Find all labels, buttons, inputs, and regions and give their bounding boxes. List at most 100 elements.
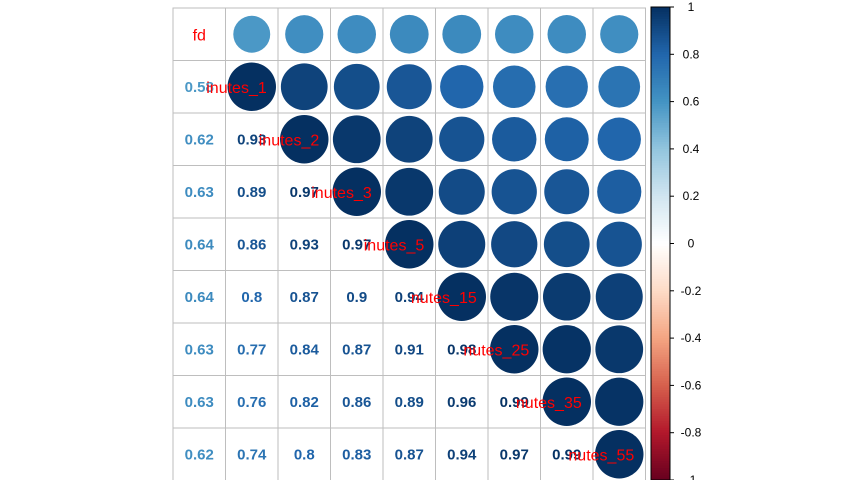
colorbar-tick-label: 0.6 [683, 95, 700, 109]
colorbar-step [651, 418, 670, 422]
colorbar-step [651, 314, 670, 318]
colorbar-step [651, 113, 670, 117]
corr-circle [491, 169, 537, 215]
colorbar-step [651, 468, 670, 472]
colorbar-step [651, 186, 670, 190]
grid-cell [172, 60, 226, 114]
corr-value: 0.64 [185, 236, 215, 253]
colorbar-step [651, 321, 670, 325]
diagonal-labels: fd inutes_1 inutes_2 inutes_3 inutes_5 nutes_… [193, 27, 635, 464]
colorbar-step [651, 432, 670, 436]
corr-value: 0.86 [237, 236, 266, 253]
corr-circle [280, 63, 328, 111]
corr-circle [596, 221, 642, 267]
colorbar-step [651, 163, 670, 167]
colorbar-step [651, 203, 670, 207]
colorbar-step [651, 25, 670, 29]
corr-value: 0.89 [237, 184, 266, 201]
corr-value: 0.8 [294, 446, 315, 463]
variable-label: inutes_5 [364, 237, 425, 254]
colorbar-step [651, 155, 670, 159]
colorbar-step [651, 307, 670, 311]
colorbar-step [651, 28, 670, 32]
colorbar-step [651, 148, 670, 152]
grid-cell [172, 270, 226, 324]
colorbar-step [651, 236, 670, 240]
colorbar-step [651, 238, 670, 242]
colorbar-tick-label: 0.4 [683, 142, 700, 156]
corr-value: 0.63 [185, 341, 214, 358]
colorbar-step [651, 99, 670, 103]
corr-value: 0.97 [500, 446, 529, 463]
colorbar-step [651, 295, 670, 299]
colorbar-step [651, 390, 670, 394]
corr-circle [442, 14, 482, 54]
corr-circle [437, 272, 486, 321]
colorbar-step [651, 442, 670, 446]
colorbar-step [651, 409, 670, 413]
colorbar-step [651, 85, 670, 89]
corr-circle [542, 272, 591, 321]
colorbar-step [651, 267, 670, 271]
colorbar-step [651, 354, 670, 358]
corr-circle [490, 272, 539, 321]
colorbar-step [651, 134, 670, 138]
colorbar-step [651, 340, 670, 344]
colorbar-step [651, 477, 670, 480]
colorbar-step [651, 264, 670, 268]
colorbar-step [651, 326, 670, 330]
corr-circle [595, 273, 643, 321]
colorbar-step [651, 252, 670, 256]
corr-circle [597, 169, 642, 214]
colorbar-tick-label: -0.8 [681, 426, 702, 440]
colorbar-step [651, 217, 670, 221]
correlation-cells: 0.58 0.62 0.93 0.63 0.89 0.97 0.64 0.86 0.93 0.97… [172, 7, 646, 480]
colorbar-step [651, 349, 670, 353]
corr-circle [595, 430, 644, 479]
colorbar-step [651, 241, 670, 245]
colorbar-step [651, 153, 670, 157]
colorbar-step [651, 42, 670, 46]
colorbar-step [651, 106, 670, 110]
colorbar-step [651, 319, 670, 323]
colorbar-step [651, 465, 670, 469]
colorbar-step [651, 63, 670, 67]
corr-circle [227, 62, 276, 111]
colorbar-step [651, 11, 670, 15]
colorbar-step [651, 281, 670, 285]
grid-cell [330, 375, 384, 429]
colorbar-step [651, 331, 670, 334]
colorbar-step [651, 316, 670, 320]
corr-value: 0.87 [395, 446, 424, 463]
colorbar-step [651, 96, 670, 100]
colorbar-step [651, 7, 670, 10]
colorbar-step [651, 160, 670, 164]
corr-value: 0.87 [290, 289, 319, 306]
colorbar-step [651, 373, 670, 377]
colorbar-step [651, 33, 670, 36]
grid-cell [382, 270, 436, 324]
corr-circle [595, 377, 644, 426]
colorbar-step [651, 458, 670, 462]
grid-cell [172, 427, 226, 480]
colorbar-step [651, 335, 670, 339]
colorbar-step [651, 101, 670, 105]
colorbar-step [651, 66, 670, 70]
colorbar-step [651, 9, 670, 13]
corr-value: 0.94 [447, 446, 477, 463]
colorbar-step [651, 278, 670, 282]
colorbar-step [651, 380, 670, 384]
variable-label: nutes_15 [411, 290, 477, 307]
colorbar-step [651, 179, 670, 183]
colorbar-tick-label: 0.8 [683, 47, 700, 61]
corr-value: 0.77 [237, 341, 266, 358]
colorbar-step [651, 345, 670, 349]
grid-cell [225, 112, 279, 166]
colorbar-tick-label: 0.2 [683, 189, 700, 203]
colorbar-step [651, 139, 670, 143]
colorbar-step [651, 286, 670, 290]
colorbar-step [651, 219, 670, 223]
corr-circle [332, 115, 381, 164]
colorbar-step [651, 132, 670, 136]
colorbar-step [651, 401, 670, 405]
